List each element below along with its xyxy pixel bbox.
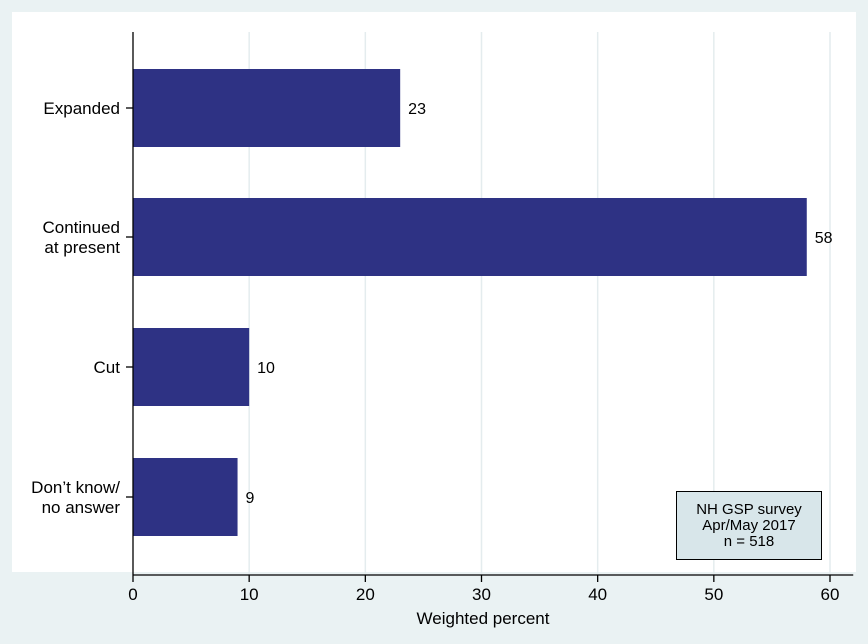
bar-2	[133, 328, 250, 406]
note-line-1: NH GSP survey	[696, 500, 802, 518]
y-category-label-2-0: Cut	[94, 358, 121, 377]
y-category-label-1-0: Continued	[42, 218, 120, 237]
bars	[133, 69, 807, 536]
x-tick-label-30: 30	[472, 585, 491, 604]
bar-value-label-3: 9	[246, 490, 255, 507]
bar-0	[133, 69, 401, 147]
bar-3	[133, 458, 238, 536]
x-tick-label-10: 10	[240, 585, 259, 604]
y-category-label-1-1: at present	[44, 238, 120, 257]
note-line-3: n = 518	[723, 532, 775, 550]
axes	[126, 32, 854, 582]
x-tick-label-40: 40	[588, 585, 607, 604]
x-tick-label-20: 20	[356, 585, 375, 604]
bar-value-label-2: 10	[257, 360, 275, 377]
bar-value-label-0: 23	[408, 101, 426, 118]
y-category-label-3-0: Don’t know/	[31, 478, 120, 497]
bar-1	[133, 198, 807, 276]
y-category-label-0-0: Expanded	[43, 99, 120, 118]
x-tick-label-60: 60	[821, 585, 840, 604]
x-tick-label-50: 50	[704, 585, 723, 604]
y-category-label-3-1: no answer	[42, 498, 121, 517]
bar-value-label-1: 58	[815, 230, 833, 247]
x-axis-label: Weighted percent	[417, 609, 550, 628]
labels: 23 58 10 9 0 10 20 30 40 50 60 Expanded Continuedat …	[31, 99, 839, 604]
survey-note-box: NH GSP survey Apr/May 2017 n = 518	[676, 491, 822, 560]
note-line-2: Apr/May 2017	[702, 516, 796, 534]
x-tick-label-0: 0	[128, 585, 137, 604]
